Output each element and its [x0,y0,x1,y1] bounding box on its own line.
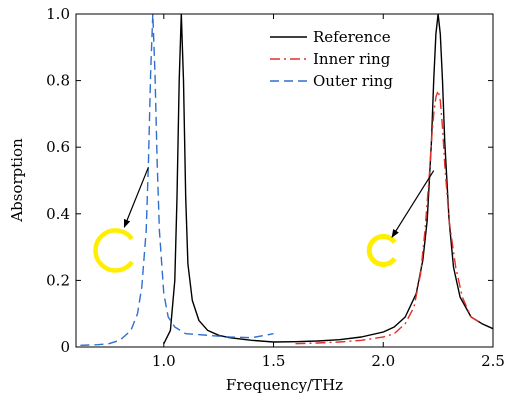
y-tick-label: 0.8 [46,72,70,90]
legend-label-inner-ring: Inner ring [313,50,391,68]
series-line-outer-ring [80,14,274,346]
plot-frame [75,13,494,348]
x-tick-label: 2.0 [371,352,395,370]
legend-label-outer-ring: Outer ring [313,72,393,90]
series-line-reference-peak2 [163,14,274,345]
legend-label-reference: Reference [313,28,391,46]
y-tick-label: 0.2 [46,271,70,289]
inner-ring-icon [366,233,397,267]
legend: Reference Inner ring Outer ring [270,28,393,90]
series-line-inner-ring [295,89,483,345]
x-tick-label: 1.0 [152,352,176,370]
x-tick-label: 2.5 [481,352,505,370]
x-axis-label: Frequency/THz [226,376,343,394]
y-tick-label: 0 [60,338,70,356]
y-axis-label: Absorption [8,138,26,223]
outer-ring-icon [93,228,134,273]
y-tick-label: 0.4 [46,205,70,223]
plot-content [80,14,493,346]
y-tick-label: 1.0 [46,5,70,23]
inner-ring-arrow [391,170,435,238]
series-line-reference [273,14,493,343]
y-tick-label: 0.6 [46,138,70,156]
x-tick-label: 1.5 [262,352,286,370]
axis-ticks: 1.0 1.5 2.0 2.5 0 0.2 0.4 0.6 0.8 1.0 [46,5,505,370]
outer-ring-arrow [123,166,149,228]
